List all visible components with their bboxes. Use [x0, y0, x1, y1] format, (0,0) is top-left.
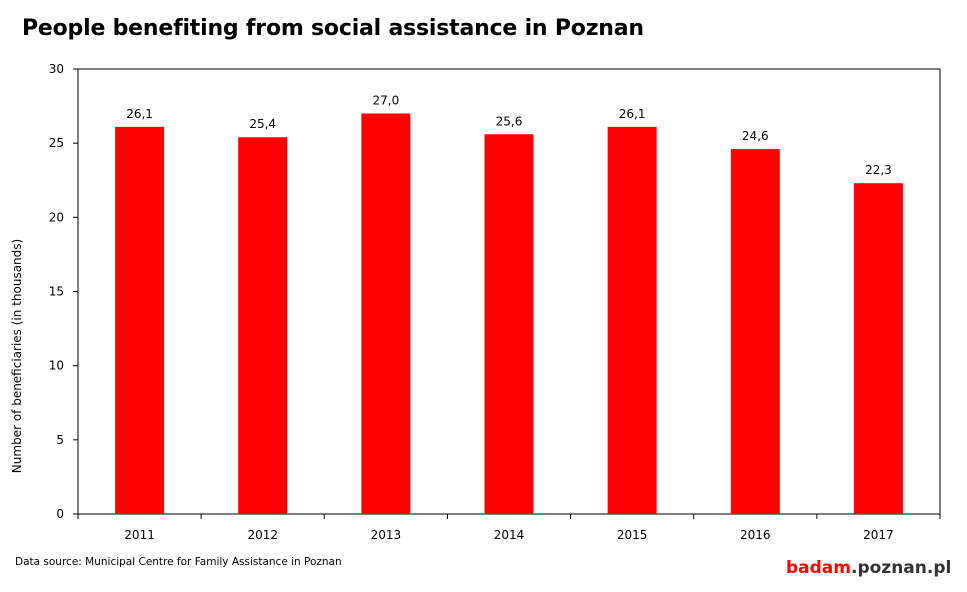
y-tick-label: 0 [56, 507, 64, 521]
y-tick-label: 10 [49, 359, 64, 373]
value-label-2011: 26,1 [126, 107, 153, 121]
bar-2017 [853, 183, 903, 514]
y-tick-label: 30 [49, 62, 64, 76]
value-label-2014: 25,6 [496, 114, 523, 128]
logo-domain-text: .poznan.pl [851, 558, 952, 578]
value-label-2012: 25,4 [249, 117, 276, 131]
chart-title: People benefiting from social assistance… [22, 16, 644, 41]
value-label-2017: 22,3 [865, 163, 892, 177]
value-label-2015: 26,1 [619, 107, 646, 121]
bar-2014 [484, 134, 534, 514]
x-tick-label: 2016 [740, 528, 771, 542]
bar-2016 [730, 149, 780, 514]
data-source-note: Data source: Municipal Centre for Family… [15, 556, 342, 568]
value-label-2016: 24,6 [742, 129, 769, 143]
x-axis: 2011 2012 2013 2014 2015 2016 2017 [77, 513, 941, 542]
value-labels: 26,1 25,4 27,0 25,6 26,1 24,6 22,3 [126, 94, 892, 178]
bar-2012 [238, 137, 288, 514]
y-tick-label: 25 [49, 136, 64, 150]
y-axis-label: Number of beneficiaries (in thousands) [10, 239, 24, 473]
x-tick-label: 2015 [617, 528, 648, 542]
logo-brand-text: badam [786, 558, 851, 578]
y-axis: 0 5 10 15 20 25 30 [49, 62, 941, 521]
y-tick-label: 5 [56, 433, 64, 447]
bar-2013 [361, 113, 411, 514]
x-tick-label: 2017 [863, 528, 894, 542]
bars [115, 113, 903, 514]
bar-2015 [607, 126, 657, 514]
bar-2011 [115, 126, 165, 514]
site-logo: badam.poznan.pl [786, 558, 951, 578]
y-tick-label: 15 [49, 285, 64, 299]
y-tick-label: 20 [49, 210, 64, 224]
x-tick-label: 2013 [371, 528, 402, 542]
value-label-2013: 27,0 [372, 94, 399, 108]
x-tick-label: 2012 [247, 528, 278, 542]
x-tick-label: 2014 [494, 528, 525, 542]
x-tick-label: 2011 [124, 528, 155, 542]
